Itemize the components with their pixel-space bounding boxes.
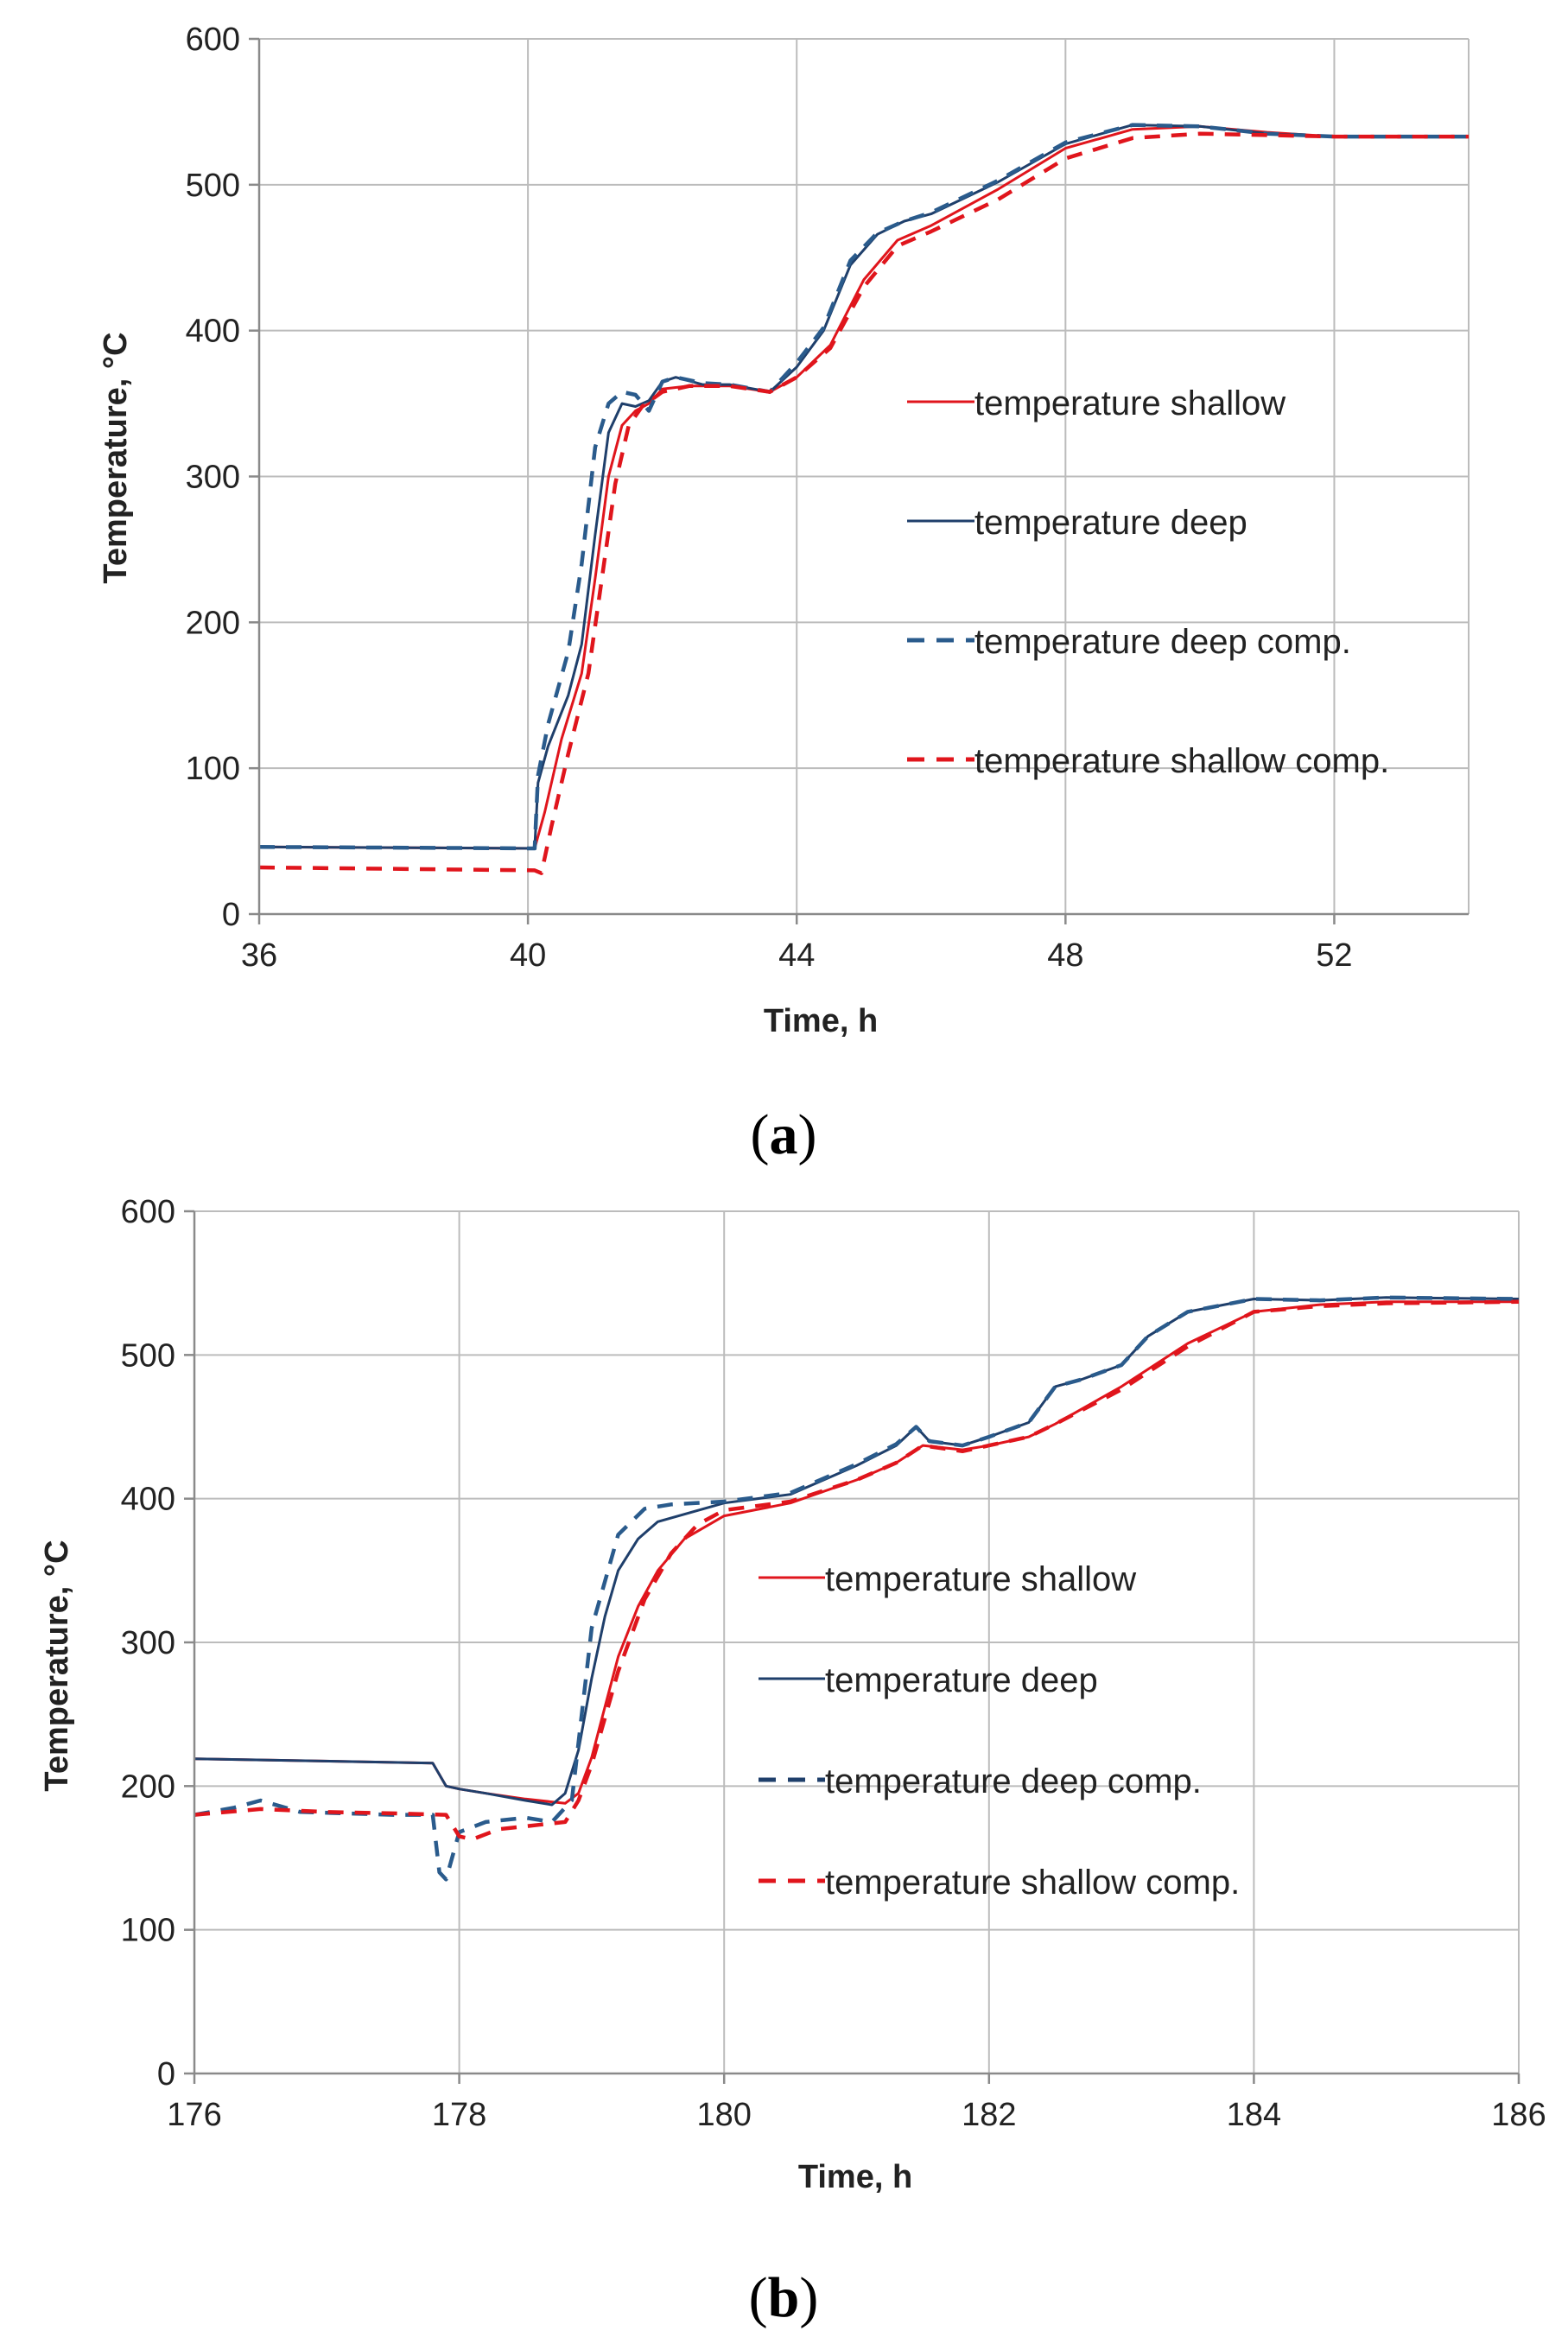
y-tick-label: 400 (121, 1482, 175, 1518)
x-tick-label: 52 (1316, 937, 1352, 974)
y-tick-label: 400 (186, 314, 240, 350)
series-line-temperature-deep-comp (258, 123, 1469, 851)
legend-b-label-shallow-comp: temperature shallow comp. (825, 1864, 1240, 1902)
legend-b-label-deep: temperature deep (825, 1661, 1098, 1699)
series-line-temperature-deep (194, 1296, 1520, 1807)
x-tick-label: 180 (696, 2097, 751, 2133)
y-tick-label: 0 (222, 897, 240, 933)
x-tick-label: 44 (778, 937, 815, 974)
x-tick-label: 40 (510, 937, 546, 974)
series-layer-b (194, 1295, 1520, 1882)
legend-a: temperature shallow temperature deep tem… (907, 384, 1389, 780)
y-tick-label: 200 (121, 1769, 175, 1805)
y-tick-label: 500 (121, 1337, 175, 1374)
series-layer-a (258, 123, 1469, 875)
x-tick-label: 178 (432, 2097, 486, 2133)
legend-a-label-shallow-comp: temperature shallow comp. (974, 742, 1389, 780)
series-line-temperature-deep (258, 124, 1469, 850)
legend-a-label-deep-comp: temperature deep comp. (974, 623, 1351, 661)
tick-labels-b: 0 100 200 300 400 500 600 176 178 180 182 184 186 (121, 1194, 1546, 2133)
x-tick-label: 36 (241, 937, 277, 974)
y-tick-label: 100 (186, 751, 240, 787)
panel-label-b: (b) (749, 2266, 819, 2329)
y-tick-label: 600 (121, 1194, 175, 1230)
x-axis-label-a: Time, h (764, 1003, 878, 1039)
series-line-temperature-shallow (258, 124, 1469, 850)
grid-a (259, 38, 1470, 914)
series-line-temperature-deep-comp (194, 1295, 1520, 1882)
y-tick-label: 0 (157, 2056, 175, 2093)
x-tick-label: 186 (1491, 2097, 1546, 2133)
y-tick-label: 600 (186, 22, 240, 58)
x-tick-label: 48 (1047, 937, 1083, 974)
series-line-temperature-shallow-comp (194, 1299, 1520, 1842)
y-axis-label-b: Temperature, °C (39, 1540, 75, 1791)
legend-b-label-deep-comp: temperature deep comp. (825, 1762, 1202, 1800)
axes-a (249, 37, 1469, 924)
y-axis-label-a: Temperature, °C (98, 332, 134, 583)
legend-a-label-shallow: temperature shallow (974, 384, 1286, 422)
panel-label-a: (a) (751, 1103, 817, 1166)
legend-a-label-deep: temperature deep (974, 504, 1247, 542)
series-line-temperature-shallow (194, 1300, 1519, 1805)
y-tick-label: 200 (186, 605, 240, 641)
chart-panel-b: 0 100 200 300 400 500 600 176 178 180 182 184 186 Ti… (39, 1194, 1546, 2329)
series-line-temperature-shallow-comp (258, 131, 1469, 875)
axes-b (184, 1210, 1520, 2084)
tick-labels-a: 0 100 200 300 400 500 600 36 40 44 48 52 (186, 22, 1353, 974)
x-tick-label: 184 (1227, 2097, 1281, 2133)
legend-b: temperature shallow temperature deep tem… (759, 1560, 1240, 1902)
x-tick-label: 182 (962, 2097, 1016, 2133)
y-tick-label: 300 (186, 460, 240, 496)
y-tick-label: 300 (121, 1625, 175, 1661)
legend-b-label-shallow: temperature shallow (825, 1560, 1136, 1598)
chart-panel-a: 0 100 200 300 400 500 600 36 40 44 48 52 Time, h Te… (98, 22, 1470, 1166)
x-tick-label: 176 (167, 2097, 221, 2133)
y-tick-label: 500 (186, 168, 240, 204)
x-axis-label-b: Time, h (798, 2159, 912, 2195)
y-tick-label: 100 (121, 1913, 175, 1949)
grid-b (194, 1210, 1520, 2073)
